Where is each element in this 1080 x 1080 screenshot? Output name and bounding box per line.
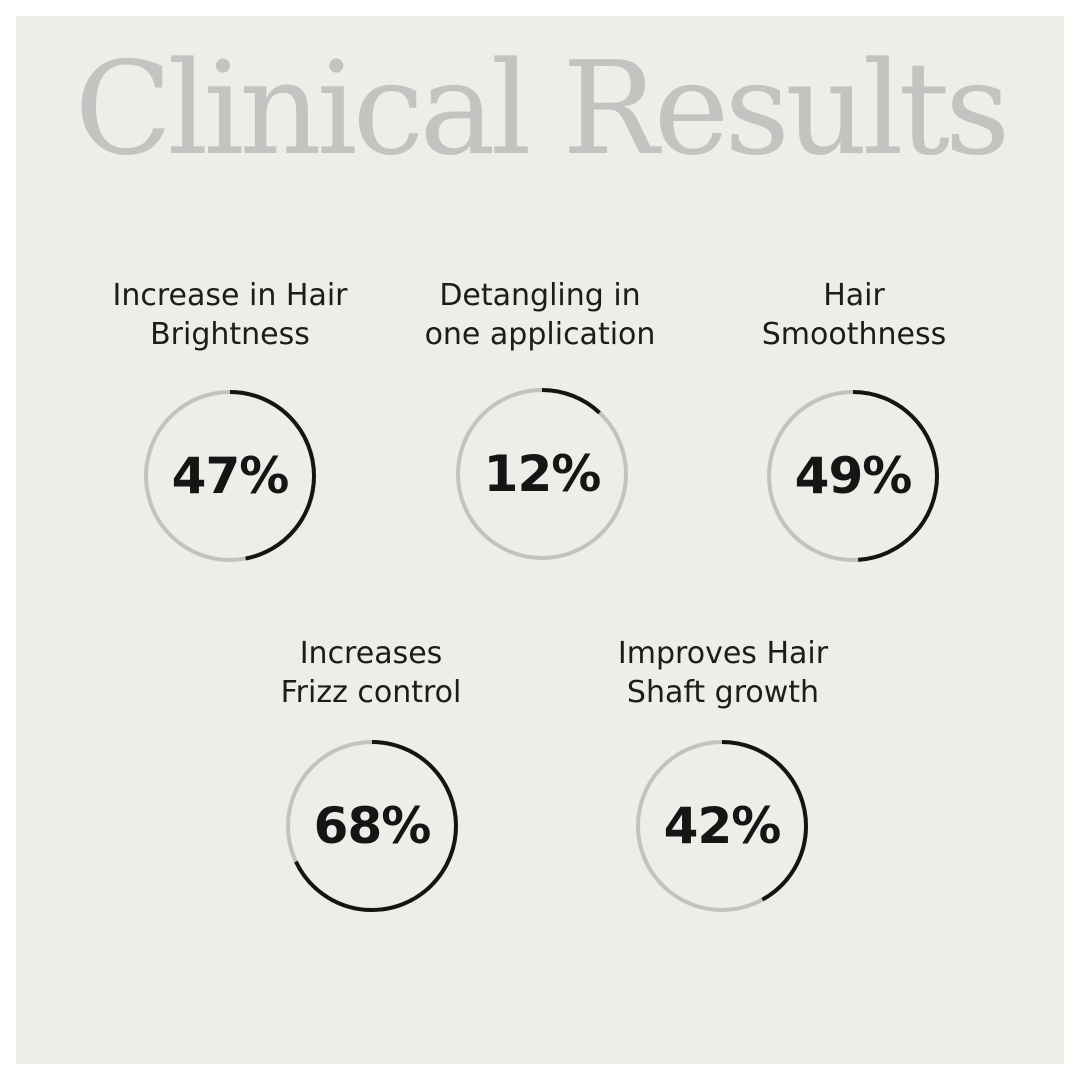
progress-ring-graphic bbox=[636, 740, 808, 912]
progress-ring-graphic bbox=[767, 390, 939, 562]
stat-label-line: Detangling in bbox=[439, 278, 641, 313]
stat-label-line: Increase in Hair bbox=[112, 278, 348, 313]
progress-ring-graphic bbox=[144, 390, 316, 562]
stat-label-line: Improves Hair bbox=[617, 636, 829, 671]
page-title: Clinical Results bbox=[74, 35, 1010, 184]
percentage-value: 12% bbox=[483, 445, 602, 503]
percentage-value: 68% bbox=[313, 797, 432, 855]
stat-label-hair-smoothness: Hair Smoothness bbox=[684, 276, 1024, 354]
percentage-value: 49% bbox=[794, 447, 913, 505]
stat-label-detangling: Detangling in one application bbox=[370, 276, 710, 354]
stat-label-line: Brightness bbox=[150, 317, 310, 352]
percentage-value: 42% bbox=[663, 797, 782, 855]
progress-ring: 68% bbox=[282, 736, 462, 916]
progress-ring-arc bbox=[456, 388, 628, 560]
progress-ring: 12% bbox=[452, 384, 632, 564]
percentage-value: 47% bbox=[171, 447, 290, 505]
progress-ring: 42% bbox=[632, 736, 812, 916]
background-panel bbox=[16, 16, 1064, 1064]
stat-label-line: Smoothness bbox=[761, 317, 947, 352]
stat-label-line: Shaft growth bbox=[626, 675, 820, 710]
progress-ring-graphic bbox=[456, 388, 628, 560]
stat-label-hair-shaft-growth: Improves Hair Shaft growth bbox=[553, 634, 893, 712]
progress-ring-arc bbox=[286, 740, 458, 912]
stat-label-line: Hair bbox=[823, 278, 885, 313]
stat-label-line: Increases bbox=[299, 636, 443, 671]
stat-label-line: one application bbox=[424, 317, 656, 352]
stat-label-hair-brightness: Increase in Hair Brightness bbox=[60, 276, 400, 354]
progress-ring-arc bbox=[144, 390, 316, 562]
progress-ring: 47% bbox=[140, 386, 320, 566]
progress-ring-arc bbox=[767, 390, 939, 562]
stat-label-frizz-control: Increases Frizz control bbox=[201, 634, 541, 712]
progress-ring-graphic bbox=[286, 740, 458, 912]
progress-ring-arc bbox=[636, 740, 808, 912]
progress-ring: 49% bbox=[763, 386, 943, 566]
stat-label-line: Frizz control bbox=[280, 675, 462, 710]
